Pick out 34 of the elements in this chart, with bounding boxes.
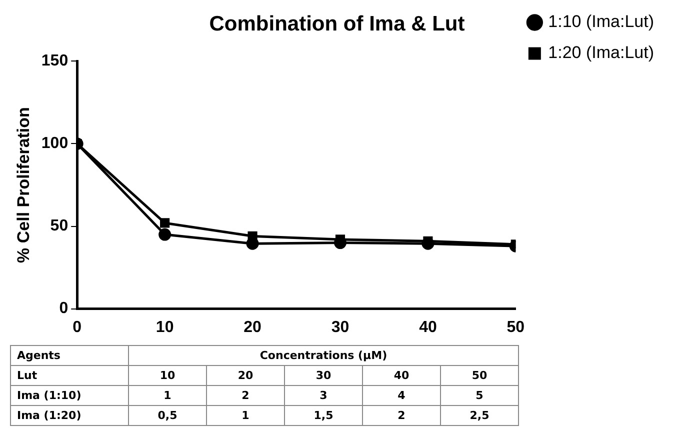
text: 1 bbox=[206, 406, 284, 426]
legend-label: 1:10 (Ima:Lut) bbox=[548, 12, 654, 32]
text: Lut bbox=[10, 366, 128, 386]
x-tick-label: 0 bbox=[72, 318, 82, 336]
text: 50 bbox=[440, 366, 518, 386]
x-tick-label: 20 bbox=[244, 318, 262, 336]
text: 4 bbox=[362, 386, 440, 406]
y-tick-label: 150 bbox=[41, 52, 68, 70]
text: 2 bbox=[206, 386, 284, 406]
text: 2 bbox=[362, 406, 440, 426]
text: Ima (1:10) bbox=[10, 386, 128, 406]
text: 0,5 bbox=[128, 406, 206, 426]
y-axis-title: % Cell Proliferation bbox=[14, 107, 33, 263]
x-tick-label: 50 bbox=[506, 318, 525, 336]
y-tick-label: 100 bbox=[41, 135, 68, 152]
x-tick-label: 40 bbox=[419, 318, 437, 336]
chart-title: Combination of Ima & Lut bbox=[209, 12, 465, 36]
text: 10 bbox=[128, 366, 206, 386]
x-tick-label: 10 bbox=[156, 318, 174, 336]
text: 5 bbox=[440, 386, 518, 406]
text: 40 bbox=[362, 366, 440, 386]
x-tick-label: 30 bbox=[331, 318, 350, 336]
text: 1,5 bbox=[284, 406, 362, 426]
text: 20 bbox=[206, 366, 284, 386]
y-tick-label: 0 bbox=[59, 300, 68, 318]
legend-label: 1:20 (Ima:Lut) bbox=[548, 43, 654, 62]
text: 2,5 bbox=[440, 406, 518, 426]
y-tick-label: 50 bbox=[50, 218, 68, 235]
text: Ima (1:20) bbox=[10, 406, 128, 426]
text: 30 bbox=[284, 366, 362, 386]
text: Agents bbox=[10, 346, 128, 366]
text: Concentrations (μM) bbox=[128, 346, 518, 366]
text: 3 bbox=[284, 386, 362, 406]
text: 1 bbox=[128, 386, 206, 406]
